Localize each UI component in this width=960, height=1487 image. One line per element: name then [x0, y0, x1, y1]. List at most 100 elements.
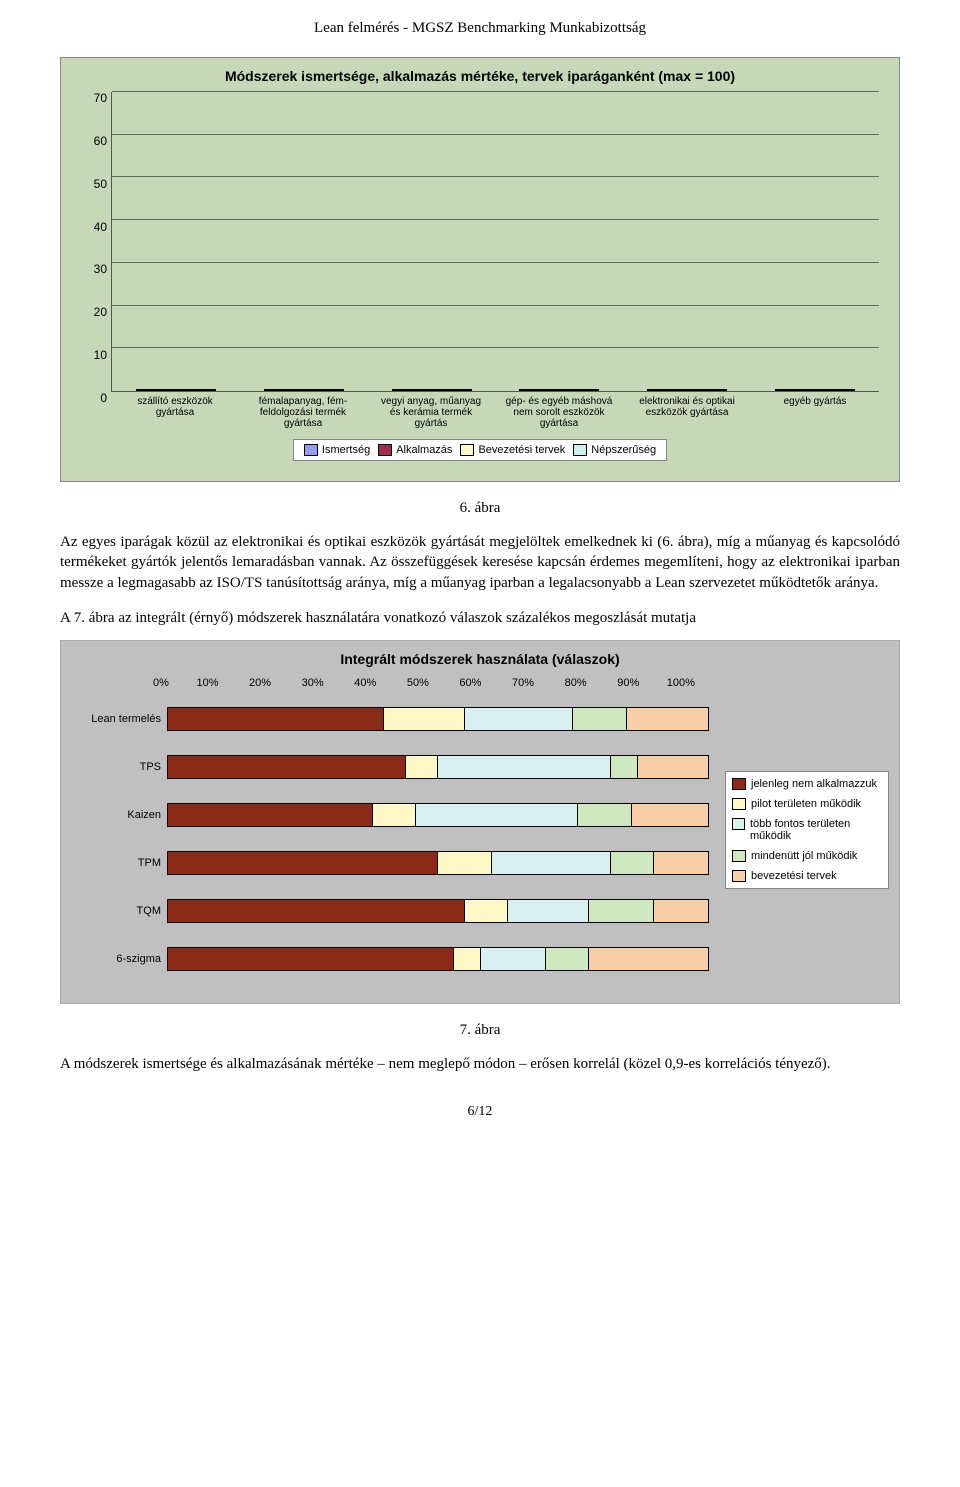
chart1-bar-group: [378, 389, 485, 391]
chart1-legend-item: Népszerűség: [573, 444, 656, 456]
figure2-caption: 7. ábra: [60, 1022, 900, 1039]
chart2-segment: [627, 708, 708, 730]
chart1-bar: [176, 389, 196, 391]
chart1-legend-item: Alkalmazás: [378, 444, 452, 456]
chart1-legend-item: Bevezetési tervek: [460, 444, 565, 456]
chart2-legend-item: több fontos területen működik: [732, 818, 882, 842]
chart2-segment: [168, 900, 465, 922]
chart2-segment: [438, 756, 611, 778]
paragraph-3: A módszerek ismertsége és alkalmazásának…: [60, 1054, 900, 1074]
chart2-row: TPM: [71, 839, 709, 887]
page-header: Lean felmérés - MGSZ Benchmarking Munkab…: [60, 20, 900, 37]
chart1-bar: [519, 389, 539, 391]
chart2-xtick: 60%: [459, 677, 481, 689]
chart2-title: Integrált módszerek használata (válaszok…: [71, 651, 889, 667]
chart1-bar-group: [506, 389, 613, 391]
legend-label: pilot területen működik: [751, 798, 861, 810]
legend-swatch: [732, 818, 745, 830]
chart1-bar: [304, 389, 324, 391]
chart2-legend-item: mindenütt jól működik: [732, 850, 882, 862]
chart2-xtick: 20%: [249, 677, 271, 689]
chart2-row-bar: [167, 851, 709, 875]
legend-label: mindenütt jól működik: [751, 850, 857, 862]
chart1-bar-group: [761, 389, 868, 391]
chart2-row: TPS: [71, 743, 709, 791]
chart2-legend-item: pilot területen működik: [732, 798, 882, 810]
chart2-segment: [168, 756, 406, 778]
chart1-y-axis: 010203040506070: [81, 92, 111, 392]
legend-swatch: [732, 798, 746, 810]
chart1-bar: [707, 389, 727, 391]
chart2-segment: [168, 852, 438, 874]
chart2-row: Lean termelés: [71, 695, 709, 743]
chart2-row-bar: [167, 947, 709, 971]
chart1-xlabel: egyéb gyártás: [761, 396, 869, 429]
legend-swatch: [573, 444, 587, 456]
chart2-segment: [611, 756, 638, 778]
legend-label: bevezetési tervek: [751, 870, 837, 882]
chart2-xtick: 80%: [565, 677, 587, 689]
legend-label: Ismertség: [322, 444, 370, 456]
chart1-grouped-bar: Módszerek ismertsége, alkalmazás mértéke…: [60, 57, 900, 482]
chart1-bar-group: [122, 389, 229, 391]
chart1-bar: [559, 389, 579, 391]
chart1-xlabel: elektronikai és optikai eszközök gyártás…: [633, 396, 741, 429]
chart1-plot: [111, 92, 879, 392]
chart1-bar: [815, 389, 835, 391]
chart1-bar: [647, 389, 667, 391]
chart1-bar: [452, 389, 472, 391]
chart2-segment: [546, 948, 589, 970]
chart1-x-labels: szállító eszközök gyártásafémalapanyag, …: [111, 396, 879, 429]
chart1-bar: [264, 389, 284, 391]
chart2-row: 6-szigma: [71, 935, 709, 983]
chart2-row-bar: [167, 707, 709, 731]
chart1-bar-group: [634, 389, 741, 391]
chart1-bar: [324, 389, 344, 391]
chart2-xtick: 70%: [512, 677, 534, 689]
figure1-caption: 6. ábra: [60, 500, 900, 517]
chart2-segment: [578, 804, 632, 826]
chart2-row-label: TQM: [71, 905, 167, 917]
chart2-row-label: 6-szigma: [71, 953, 167, 965]
chart2-segment: [465, 900, 508, 922]
legend-swatch: [304, 444, 318, 456]
chart2-x-axis: 0%10%20%30%40%50%60%70%80%90%100%: [161, 677, 709, 689]
legend-swatch: [732, 850, 746, 862]
chart2-segment: [465, 708, 573, 730]
chart2-xtick: 50%: [407, 677, 429, 689]
chart2-row-bar: [167, 803, 709, 827]
chart2-row-label: TPS: [71, 761, 167, 773]
chart1-title: Módszerek ismertsége, alkalmazás mértéke…: [81, 68, 879, 84]
chart2-row-bar: [167, 899, 709, 923]
chart1-bar: [579, 389, 599, 391]
legend-label: Alkalmazás: [396, 444, 452, 456]
chart2-row-label: TPM: [71, 857, 167, 869]
chart2-segment: [454, 948, 481, 970]
chart2-segment: [373, 804, 416, 826]
chart1-bar: [835, 389, 855, 391]
chart2-segment: [492, 852, 611, 874]
chart1-bar: [539, 389, 559, 391]
chart2-xtick: 40%: [354, 677, 376, 689]
legend-swatch: [378, 444, 392, 456]
chart2-segment: [168, 708, 384, 730]
chart1-bar: [795, 389, 815, 391]
chart2-legend: jelenleg nem alkalmazzukpilot területen …: [725, 771, 889, 889]
legend-swatch: [732, 778, 746, 790]
chart2-xtick: 100%: [667, 677, 695, 689]
chart2-segment: [416, 804, 578, 826]
legend-label: Bevezetési tervek: [478, 444, 565, 456]
chart2-stacked-bar: Integrált módszerek használata (válaszok…: [60, 640, 900, 1004]
chart2-row-label: Kaizen: [71, 809, 167, 821]
chart1-bar: [392, 389, 412, 391]
chart2-legend-item: bevezetési tervek: [732, 870, 882, 882]
chart2-segment: [573, 708, 627, 730]
chart2-segment: [406, 756, 438, 778]
chart2-xtick: 10%: [196, 677, 218, 689]
chart1-bar: [156, 389, 176, 391]
legend-label: Népszerűség: [591, 444, 656, 456]
chart1-xlabel: vegyi anyag, műanyag és kerámia termék g…: [377, 396, 485, 429]
chart2-segment: [168, 804, 373, 826]
chart2-segment: [654, 900, 708, 922]
legend-swatch: [732, 870, 746, 882]
